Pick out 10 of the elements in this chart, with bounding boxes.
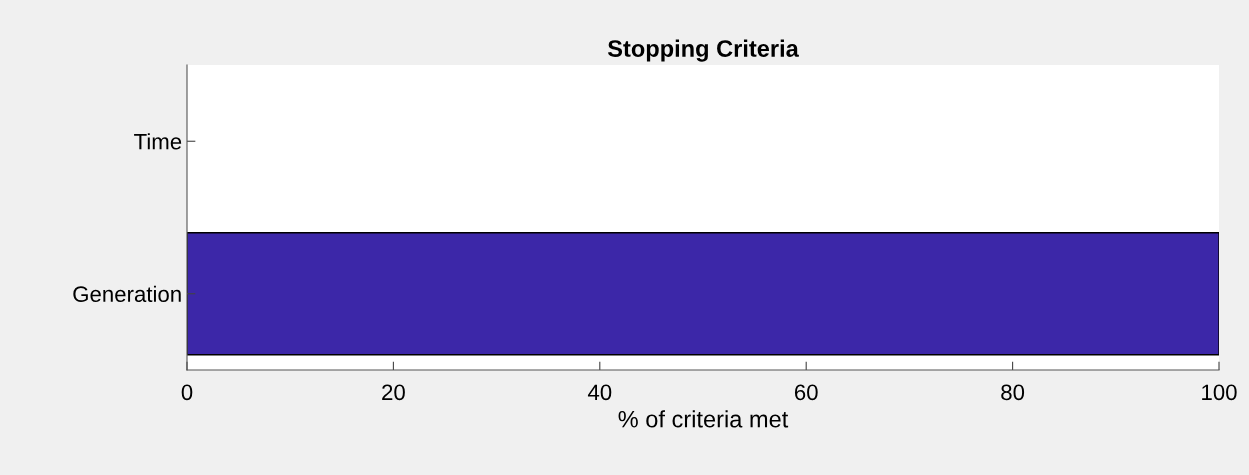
x-tick-label: 40 — [587, 384, 612, 401]
x-tick-label: 60 — [794, 384, 818, 401]
x-tick-label: 80 — [1001, 384, 1025, 401]
y-tick-label: Generation — [73, 285, 181, 303]
y-tick-label: Time — [134, 133, 182, 150]
x-tick-label: 0 — [181, 384, 193, 401]
x-axis-title: % of criteria met — [618, 410, 789, 428]
x-tick-label: 100 — [1202, 384, 1237, 401]
chart-title: Stopping Criteria — [607, 39, 799, 62]
x-tick-label: 20 — [382, 384, 405, 401]
